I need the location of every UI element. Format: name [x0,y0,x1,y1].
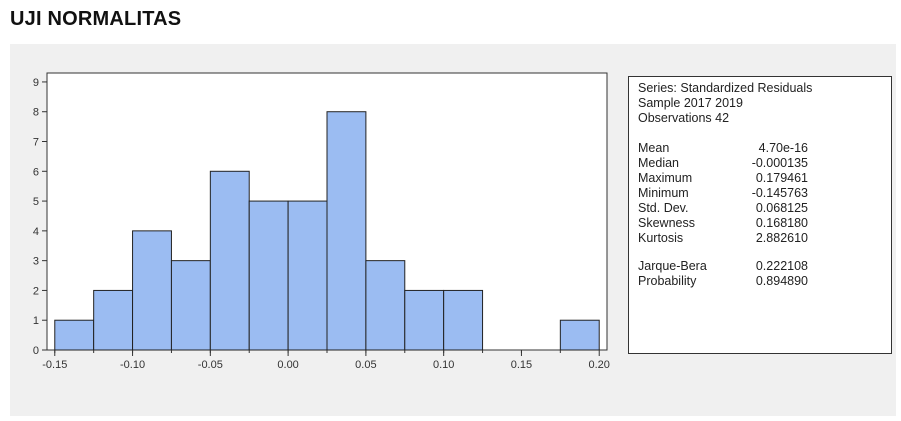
histogram-bar [559,319,600,351]
y-tick-label: 1 [33,315,39,327]
stats-observations: Observations 42 [638,111,730,125]
stats-row: Std. Dev. 0.068125 [638,201,891,216]
stats-sample: Sample 2017 2019 [638,96,743,110]
stats-row: Kurtosis 2.882610 [638,231,891,246]
stats-series: Series: Standardized Residuals [638,81,813,95]
x-tick-label: 0.15 [511,359,532,371]
stats-row: Probability 0.894890 [638,274,891,289]
x-tick-label: 0.05 [355,359,376,371]
histogram-bar [443,289,484,351]
histogram-bar [404,289,445,351]
y-tick-label: 4 [33,226,39,238]
stats-value: 0.894890 [755,274,808,288]
histogram-bar [365,260,406,351]
y-axis: 0 1 2 3 4 5 6 7 8 9 [33,77,47,357]
y-tick-label: 2 [33,285,39,297]
stats-row: Jarque-Bera 0.222108 [638,259,891,274]
stats-label: Probability [638,274,697,288]
y-tick-label: 3 [33,256,39,268]
stats-row: Mean 4.70e-16 [638,141,891,156]
stats-label: Maximum [638,171,693,185]
stats-value: 2.882610 [755,231,808,245]
histogram-bar [326,111,367,351]
x-tick-label: 0.10 [433,359,454,371]
stats-label: Jarque-Bera [638,259,707,273]
x-tick-label: 0.20 [589,359,610,371]
stats-label: Skewness [638,216,695,230]
stats-value: -0.000135 [751,156,808,170]
x-tick-label: -0.10 [120,359,145,371]
stats-value: 0.222108 [755,259,808,273]
stats-row: Maximum 0.179461 [638,171,891,186]
stats-row: Median -0.000135 [638,156,891,171]
y-tick-label: 9 [33,77,39,89]
histogram-bar [132,230,172,351]
x-tick-label: -0.15 [42,359,67,371]
stats-value: 0.168180 [755,216,808,230]
page-title: UJI NORMALITAS [10,8,182,30]
histogram-bar [170,260,211,351]
stats-value: 0.068125 [755,201,808,215]
histogram-bar [287,200,328,351]
x-tick-label: 0.00 [277,359,298,371]
y-tick-label: 0 [33,345,39,357]
stats-value: 4.70e-16 [758,141,808,155]
y-tick-label: 8 [33,107,39,119]
x-axis: -0.15 -0.10 -0.05 0.00 0.05 0.10 0.15 0.20 [42,350,610,371]
statistics-panel: Series: Standardized Residuals Sample 20… [628,76,892,354]
stats-label: Kurtosis [638,231,684,245]
histogram-bar [93,289,134,351]
stats-value: -0.145763 [751,186,808,200]
stats-label: Std. Dev. [638,201,689,215]
stats-label: Mean [638,141,670,155]
stats-label: Minimum [638,186,689,200]
y-tick-label: 5 [33,196,39,208]
histogram-bar [209,170,250,351]
stats-value: 0.179461 [755,171,808,185]
y-tick-label: 7 [33,137,39,149]
histogram-chart: 0 1 2 3 4 5 6 7 8 9 -0.15 -0.10 -0.05 0.00 0.05 0.10 0.… [33,72,610,371]
y-tick-label: 6 [33,166,39,178]
stats-row: Skewness 0.168180 [638,216,891,231]
histogram-bar [54,319,95,351]
stats-label: Median [638,156,679,170]
stats-row: Minimum -0.145763 [638,186,891,201]
histogram-bar [248,200,289,351]
histogram-bars [54,111,600,351]
x-tick-label: -0.05 [198,359,223,371]
